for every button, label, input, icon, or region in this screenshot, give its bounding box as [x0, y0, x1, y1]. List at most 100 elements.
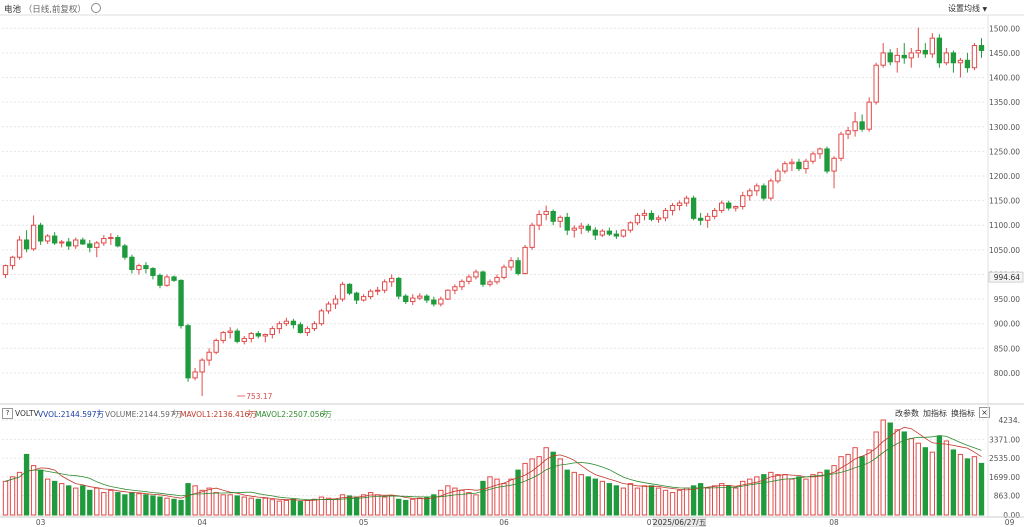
volume-tick-label: 1699.00: [989, 473, 1020, 482]
volume-bar: [66, 485, 72, 516]
candle-body: [957, 59, 964, 64]
candle-up: [360, 294, 367, 302]
volume-bar: [880, 419, 886, 516]
candle-down: [234, 328, 240, 344]
candle-body: [901, 54, 907, 59]
candle-body: [276, 323, 283, 330]
candle-body: [908, 52, 914, 59]
candle-body: [164, 276, 170, 286]
candle-up: [325, 301, 332, 314]
candle-body: [290, 320, 297, 326]
candle-up: [283, 317, 290, 327]
volume-bar: [550, 451, 556, 516]
volume-bar: [564, 469, 570, 516]
candle-body: [66, 241, 72, 247]
candle-up: [662, 208, 669, 222]
volume-bar: [922, 447, 928, 516]
candle-body: [894, 54, 900, 63]
candle-body: [599, 230, 606, 236]
volume-bar: [529, 458, 535, 516]
candle-down: [796, 158, 802, 172]
candle-down: [185, 323, 191, 382]
candle-up: [704, 212, 711, 228]
candle-body: [859, 121, 865, 130]
candle-up: [136, 263, 142, 275]
candle-body: [339, 283, 346, 300]
candle-body: [866, 101, 872, 130]
mavol1-arrow-icon: ↓: [246, 408, 253, 417]
candle-down: [697, 212, 704, 226]
close-panel-icon[interactable]: ×: [979, 407, 990, 418]
volume-bar: [122, 494, 128, 516]
candle-up: [620, 229, 627, 238]
candle-down: [964, 52, 971, 73]
candle-body: [564, 216, 570, 231]
candle-up: [754, 183, 760, 196]
candle-body: [669, 205, 676, 211]
volume-bar: [831, 465, 837, 516]
set-moving-average-button[interactable]: 设置均线 ▼: [948, 3, 987, 14]
candle-body: [704, 215, 711, 221]
candle-body: [922, 49, 928, 55]
volume-bar: [143, 494, 149, 516]
settings-gear-icon[interactable]: [90, 3, 101, 13]
candle-body: [185, 325, 191, 379]
candle-body: [627, 222, 634, 231]
switch-indicator-button[interactable]: 换指标: [951, 409, 975, 418]
candle-down: [122, 243, 128, 260]
volume-bar: [711, 485, 718, 516]
candle-up: [473, 269, 479, 280]
volume-bar: [789, 478, 795, 516]
candle-up: [908, 48, 914, 68]
candle-body: [873, 64, 879, 103]
candle-down: [51, 232, 58, 245]
volume-bar: [859, 456, 865, 516]
candle-down: [157, 273, 163, 289]
price-tick-label: 1450.00: [989, 49, 1020, 58]
volume-bar: [669, 492, 676, 516]
candle-body: [936, 37, 943, 64]
candle-body: [915, 49, 921, 54]
candle-body: [585, 225, 591, 231]
volume-bar: [30, 465, 37, 516]
candle-body: [754, 185, 760, 192]
candle-up: [501, 264, 507, 280]
candle-down: [901, 43, 907, 64]
candle-up: [733, 205, 739, 212]
volume-bar: [627, 483, 634, 516]
candle-up: [199, 358, 205, 396]
volume-bar: [613, 485, 620, 516]
volume-bar: [227, 494, 233, 516]
candle-up: [318, 308, 325, 326]
x-month-label: 07: [647, 518, 657, 527]
vvol-arrow-icon: ↓: [96, 408, 103, 417]
candle-up: [831, 156, 837, 189]
volume-bar: [480, 480, 486, 516]
volume-bar: [578, 474, 584, 516]
candle-up: [817, 147, 823, 159]
volume-bar: [192, 485, 198, 516]
add-indicator-button[interactable]: 加指标: [923, 409, 947, 418]
candle-up: [206, 348, 212, 366]
price-tick-label: 1250.00: [989, 147, 1020, 156]
candle-up: [782, 161, 788, 174]
x-month-label: 05: [359, 518, 369, 527]
volume-bar: [403, 499, 409, 516]
volume-bar: [866, 449, 872, 516]
candle-body: [94, 242, 100, 248]
candle-body: [697, 217, 704, 221]
mavol1-line: [5, 426, 982, 502]
x-month-label: 06: [499, 518, 509, 527]
candle-up: [466, 274, 472, 285]
volume-bar: [206, 487, 212, 516]
candle-up: [9, 255, 16, 270]
modify-params-button[interactable]: 改参数: [895, 409, 919, 418]
volume-bar: [978, 462, 985, 516]
help-question-icon[interactable]: ?: [2, 408, 13, 419]
candle-down: [515, 257, 521, 276]
candle-up: [508, 257, 514, 271]
candle-up: [627, 221, 634, 233]
candle-up: [522, 244, 528, 275]
